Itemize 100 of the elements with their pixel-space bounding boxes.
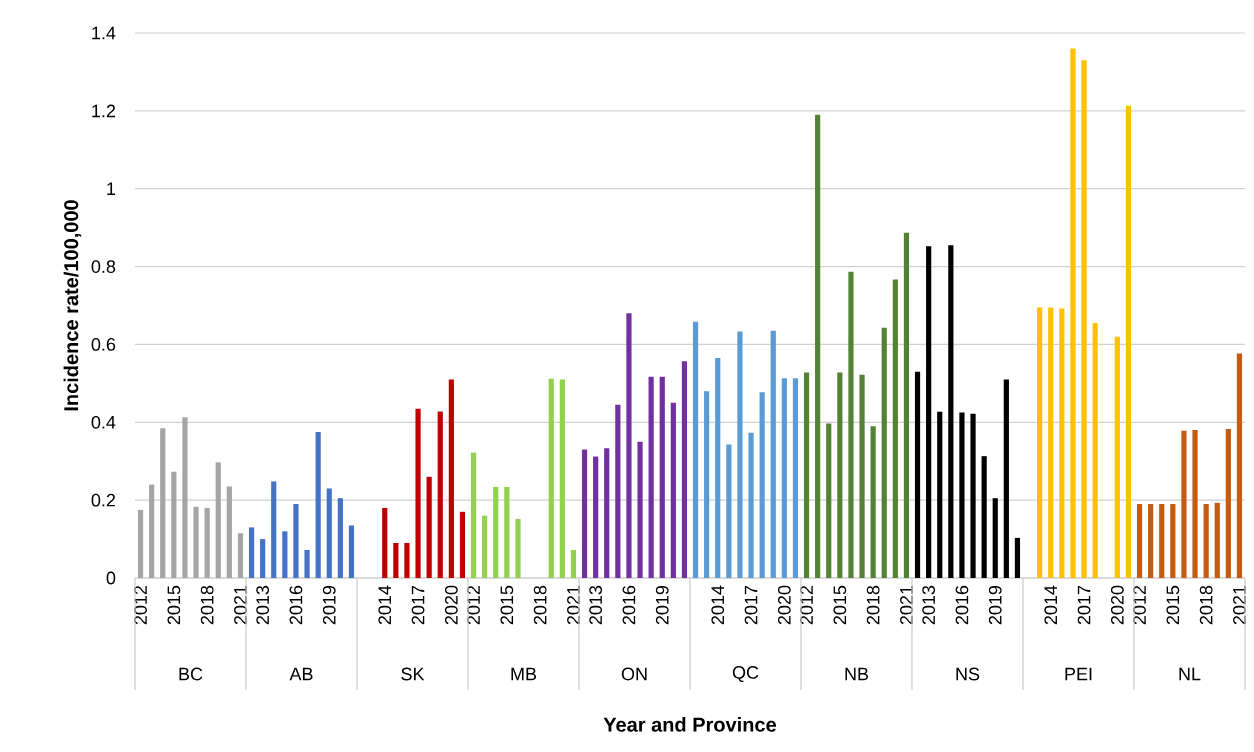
text: NL (1179, 667, 1201, 681)
x-tick-label: 2016 (622, 585, 636, 625)
bar (1070, 48, 1076, 578)
bar (326, 488, 332, 578)
bar (482, 515, 488, 578)
bar (1003, 379, 1009, 578)
bar (770, 330, 776, 578)
bar (1081, 60, 1087, 578)
x-tick-label: 2013 (256, 585, 270, 625)
x-tick-label: 2019 (655, 585, 669, 625)
x-tick-label: 2015 (500, 585, 514, 625)
bar (459, 511, 466, 578)
text: BC (179, 667, 203, 681)
bar (493, 486, 499, 578)
bar (559, 379, 565, 578)
bar (881, 327, 887, 578)
bar (1136, 504, 1143, 578)
x-tick-label: 2020 (1110, 585, 1124, 625)
bar (659, 376, 665, 578)
bar (337, 498, 343, 578)
bar (781, 378, 787, 578)
x-tick-label: 2018 (1199, 585, 1213, 625)
x-tick-label: 2019 (322, 585, 336, 625)
text: NS (956, 667, 980, 681)
bar (837, 372, 843, 578)
bar (670, 402, 676, 578)
y-tick-label: 0.6 (91, 338, 116, 351)
bar (1181, 430, 1187, 578)
bar (815, 114, 821, 578)
y-tick-label: 0 (106, 571, 116, 585)
bar (759, 392, 765, 578)
bar (1092, 323, 1098, 578)
x-tick-label: 2014 (1044, 585, 1058, 625)
x-tick-label: 2021 (1233, 585, 1246, 625)
x-tick-label: 2017 (744, 585, 758, 625)
bar (215, 462, 221, 578)
bar (1170, 504, 1176, 578)
bar (792, 378, 799, 578)
bar (415, 408, 421, 578)
bar (870, 426, 876, 578)
bar (737, 331, 743, 578)
bar (704, 391, 710, 578)
bar (903, 232, 910, 578)
x-tick-label: 2018 (866, 585, 880, 625)
bar (282, 531, 288, 578)
bar (604, 448, 610, 578)
bar (615, 404, 621, 578)
bar (937, 411, 943, 578)
x-tick-label: 2014 (711, 585, 725, 625)
bar (692, 321, 699, 578)
bar (948, 245, 954, 578)
bar (182, 417, 188, 578)
y-tick-label: 0.2 (91, 493, 116, 507)
bar (1148, 504, 1154, 578)
bar (137, 509, 144, 578)
bar (826, 423, 832, 578)
bar (548, 378, 554, 578)
bar (1236, 353, 1243, 578)
bar (504, 486, 510, 578)
x-tick-label: 2013 (922, 585, 936, 625)
bar (593, 456, 599, 578)
bar (260, 539, 266, 578)
x-tick-label: 2012 (467, 585, 480, 625)
bar (1125, 105, 1132, 578)
bar (681, 361, 688, 578)
x-tick-label: 2017 (1077, 585, 1091, 625)
bar (581, 449, 588, 578)
bar (859, 374, 865, 578)
text: QC (732, 666, 759, 682)
x-tick-label: 2021 (567, 585, 580, 625)
y-tick-label: 1.2 (92, 104, 116, 118)
x-tick-label: 2021 (234, 585, 247, 625)
bar (293, 504, 299, 578)
bar (748, 432, 754, 578)
bar (892, 279, 898, 578)
x-tick-label: 2015 (167, 585, 181, 625)
x-tick-label: 2018 (200, 585, 214, 625)
x-tick-label: 2020 (444, 585, 458, 625)
y-axis-title: Incidence rate/100,000 (63, 200, 82, 411)
x-axis-title: Year and Province (603, 717, 777, 732)
bar (404, 542, 410, 578)
bar (1214, 502, 1220, 578)
bar (1203, 504, 1209, 578)
x-tick-label: 2015 (1166, 585, 1180, 625)
bar (315, 432, 321, 578)
bar (981, 456, 987, 578)
x-tick-label: 2014 (378, 585, 392, 625)
bar (570, 549, 577, 578)
bar (1159, 504, 1165, 578)
bar (637, 441, 643, 578)
x-tick-label: 2012 (800, 585, 813, 625)
bar (448, 379, 454, 578)
x-tick-label: 2016 (289, 585, 303, 625)
bar (803, 372, 810, 578)
text: AB (289, 667, 313, 681)
x-tick-label: 2015 (833, 585, 847, 625)
x-tick-label: 2012 (1133, 585, 1146, 625)
text: NB (845, 667, 869, 681)
bar (226, 486, 232, 578)
x-tick-label: 2019 (988, 585, 1002, 625)
